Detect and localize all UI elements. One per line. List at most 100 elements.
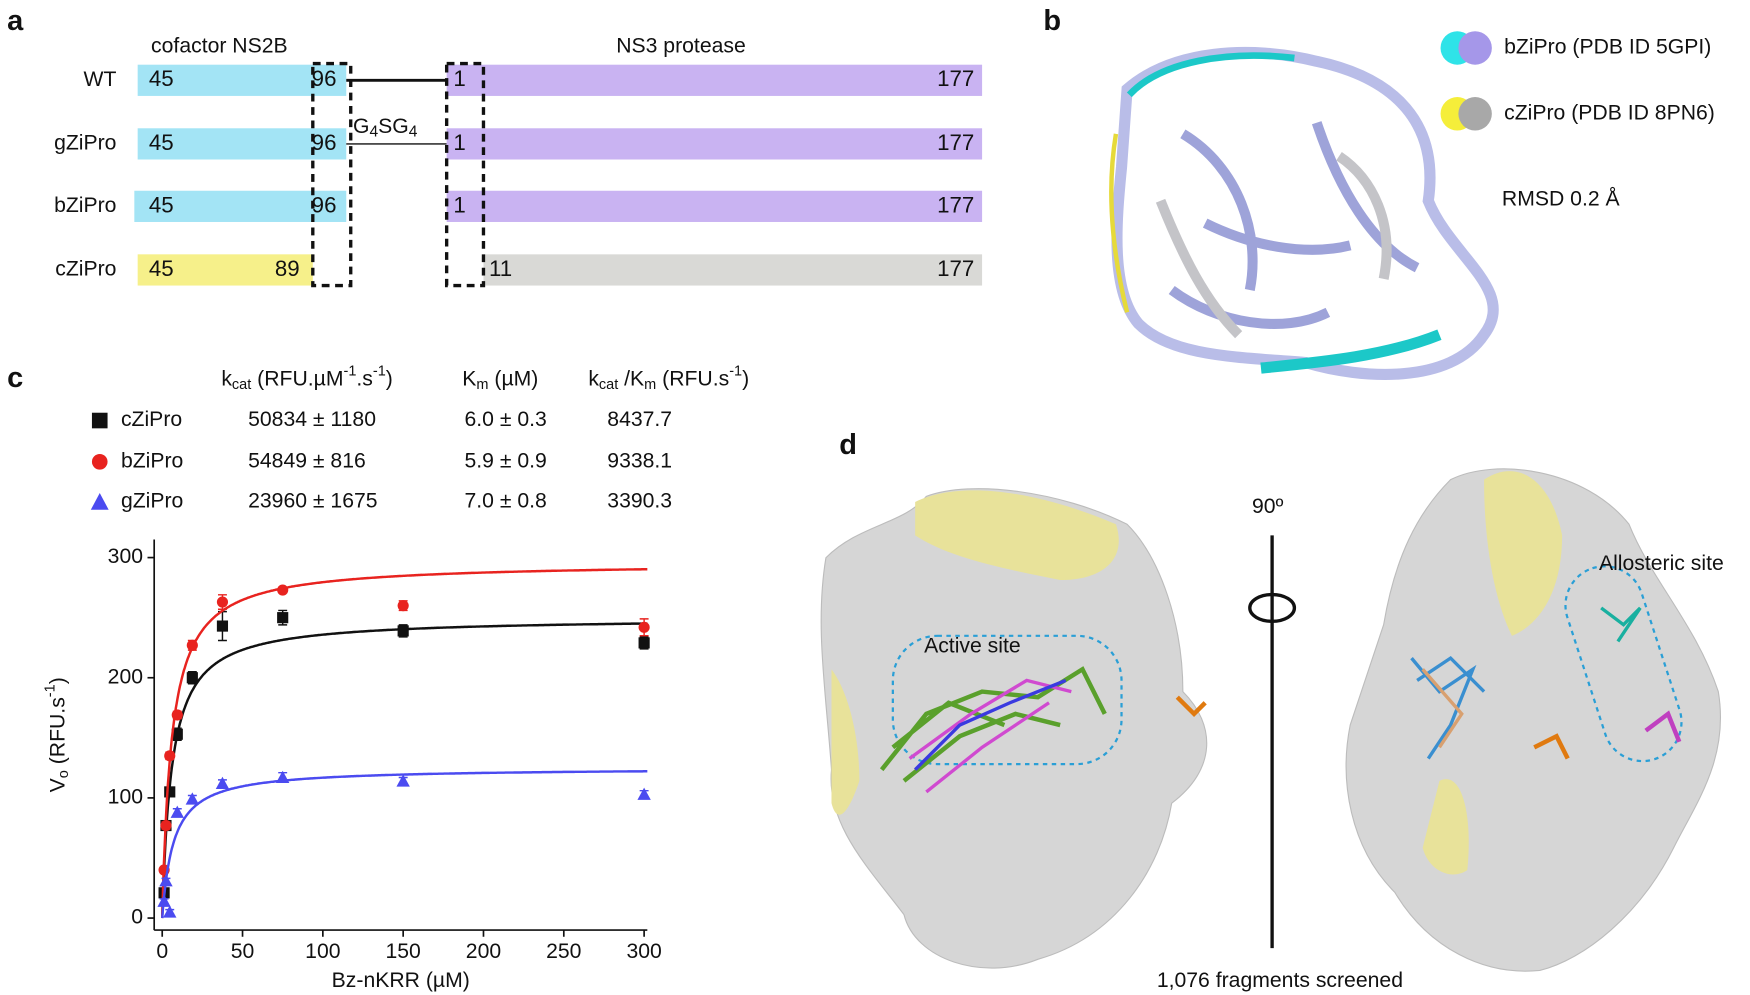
- y-tick-label: 100: [108, 785, 143, 808]
- construct-name: WT: [84, 68, 117, 91]
- data-point: [396, 774, 410, 787]
- x-tick-label: 300: [626, 940, 661, 963]
- legend-dot: [1458, 31, 1492, 65]
- panel-label: a: [7, 5, 24, 37]
- legend-marker: [91, 412, 108, 429]
- x-tick-label: 100: [305, 940, 340, 963]
- residue-number: 89: [275, 256, 300, 281]
- fragment-sticks: [1600, 606, 1642, 643]
- table-cell: 23960 ± 1675: [248, 490, 377, 513]
- ribbon: [1109, 133, 1130, 313]
- legend-label: cZiPro: [121, 408, 182, 431]
- residue-number: 45: [149, 66, 174, 91]
- panel-label: c: [7, 362, 23, 394]
- fragment-sticks: [1533, 733, 1570, 760]
- data-point: [170, 805, 184, 818]
- x-tick-label: 200: [466, 940, 501, 963]
- ns3-bar: [446, 128, 983, 160]
- ns3-bar: [446, 190, 983, 222]
- residue-number: 177: [937, 256, 974, 281]
- y-axis-label: Vo (RFU.s-1): [42, 677, 71, 792]
- table-header: Km (µM): [462, 367, 538, 393]
- data-point: [277, 584, 289, 596]
- legend-marker: [91, 453, 108, 470]
- table-header-part: m: [476, 377, 488, 393]
- residue-number: 96: [312, 66, 337, 91]
- panel-a: cofactor NS2B NS3 protease G4SG4 WT 45 96 1…: [54, 34, 983, 288]
- data-point: [277, 612, 289, 624]
- fragment-sticks: [1644, 710, 1682, 743]
- construct-name: gZiPro: [54, 131, 116, 154]
- fragment-sticks: [879, 666, 1107, 783]
- x-tick-label: 150: [385, 940, 420, 963]
- data-point: [163, 905, 177, 918]
- ns3-bar: [446, 64, 983, 96]
- x-tick-label: 250: [546, 940, 581, 963]
- ribbon: [1155, 151, 1392, 339]
- site-outline: [1564, 565, 1683, 763]
- table-cell: 8437.7: [607, 408, 672, 431]
- residue-number: 177: [937, 130, 974, 155]
- data-point: [215, 776, 230, 790]
- rmsd-label: RMSD 0.2 Å: [1502, 186, 1621, 210]
- table-header: kcat (RFU.µM-1.s-1): [221, 363, 393, 392]
- fragment-sticks: [1175, 695, 1207, 718]
- surface-patch: [831, 669, 860, 815]
- table-cell: 7.0 ± 0.8: [465, 490, 547, 513]
- dashed-box: [444, 61, 486, 288]
- ribbon: [1111, 46, 1499, 380]
- y-axis-label-part: V: [46, 777, 69, 792]
- data-point: [216, 620, 229, 632]
- data-point: [186, 639, 198, 651]
- site-label: Active site: [924, 635, 1021, 658]
- ribbon: [1260, 329, 1442, 374]
- table-cell: 6.0 ± 0.3: [465, 408, 547, 431]
- ribbon: [1126, 52, 1295, 98]
- table-cell: 50834 ± 1180: [248, 408, 376, 431]
- residue-number: 45: [149, 256, 174, 281]
- x-tick-label: 50: [231, 940, 255, 963]
- site-outline: [891, 634, 1123, 766]
- legend-label: gZiPro: [121, 490, 183, 513]
- linker-part: SG: [378, 115, 409, 138]
- data-point: [397, 600, 409, 612]
- residue-number: 1: [453, 192, 465, 217]
- data-point: [157, 894, 171, 907]
- table-header-part: m: [644, 377, 656, 393]
- table-header-part: K: [462, 367, 476, 390]
- table-header-part: (RFU.s: [656, 367, 729, 390]
- table-cell: 3390.3: [607, 490, 672, 513]
- surface-patch: [915, 490, 1119, 581]
- residue-number: 45: [149, 192, 174, 217]
- legend-label: bZiPro: [121, 449, 183, 472]
- caption: 1,076 fragments screened: [1157, 969, 1403, 992]
- panel-label: d: [839, 429, 857, 461]
- surface-patch: [1422, 779, 1469, 875]
- table-header-part: ): [386, 367, 393, 390]
- table-header-part: -1: [373, 363, 386, 379]
- table-header-part: .s: [356, 367, 372, 390]
- rotation-arrow: [1248, 592, 1297, 623]
- residue-number: 96: [312, 130, 337, 155]
- y-tick-label: 0: [131, 906, 143, 929]
- construct-name: cZiPro: [55, 258, 116, 281]
- y-axis-label-part: o: [56, 770, 72, 778]
- x-tick-label: 0: [156, 940, 168, 963]
- table-cell: 9338.1: [607, 449, 672, 472]
- data-point: [397, 625, 409, 637]
- y-axis-label-part: (RFU.s: [46, 697, 69, 770]
- legend-dot: [1458, 97, 1492, 131]
- panel-d: Active site 90º Allosteric site 1,076 fr…: [820, 468, 1724, 992]
- y-axis-label-part: ): [46, 677, 69, 684]
- legend-label: bZiPro (PDB ID 5GPI): [1504, 36, 1711, 59]
- table-header-part: k: [221, 367, 232, 390]
- residue-number: 45: [149, 130, 174, 155]
- data-point: [160, 819, 172, 832]
- rotation-label: 90º: [1252, 495, 1284, 518]
- fragment-sticks: [1421, 668, 1464, 749]
- fragment-sticks: [913, 678, 1067, 771]
- data-point: [164, 750, 176, 762]
- cofactor-label: cofactor NS2B: [151, 34, 288, 57]
